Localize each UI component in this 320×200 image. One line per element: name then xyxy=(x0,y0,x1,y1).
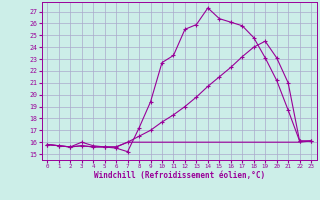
X-axis label: Windchill (Refroidissement éolien,°C): Windchill (Refroidissement éolien,°C) xyxy=(94,171,265,180)
